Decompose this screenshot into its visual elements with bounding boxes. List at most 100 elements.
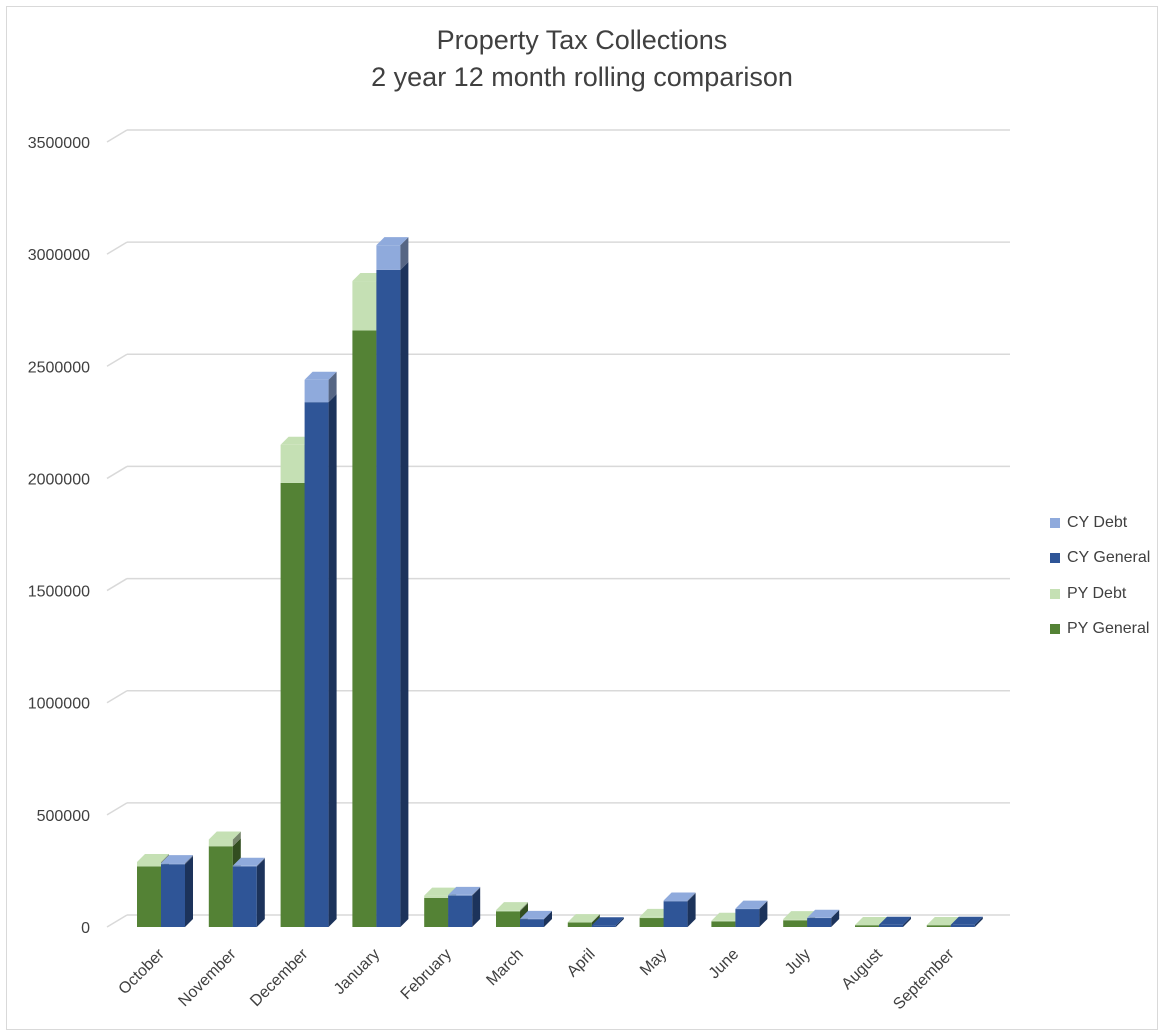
bar-py-debt — [496, 910, 520, 912]
bar-side — [759, 900, 768, 910]
x-tick-label: September — [890, 945, 958, 1013]
bar-top — [783, 911, 816, 920]
bar-side — [256, 858, 265, 927]
legend-item: PY General — [1050, 612, 1150, 648]
y-tick-label: 3000000 — [28, 247, 90, 264]
x-tick-label: April — [564, 946, 599, 981]
bar-cy-general — [520, 919, 544, 927]
bar-py-general — [280, 482, 305, 927]
bar-py-general — [496, 911, 520, 927]
bar-top — [448, 886, 481, 895]
gridline-depth — [106, 802, 128, 816]
bar-cy-debt — [232, 865, 257, 867]
x-tick-label: August — [839, 945, 887, 993]
bar-py-general — [855, 925, 879, 927]
bar-side — [185, 855, 193, 865]
y-tick-label: 500000 — [37, 808, 90, 825]
x-tick-label: November — [175, 945, 240, 1010]
bar-py-debt — [352, 281, 377, 331]
legend-swatch — [1050, 588, 1060, 599]
bar-py-general — [567, 922, 592, 927]
legend-label: CY General — [1067, 549, 1151, 567]
bar-py-debt — [639, 916, 664, 919]
bar-cy-debt — [448, 894, 473, 896]
legend-label: PY Debt — [1067, 584, 1127, 602]
bar-py-debt — [424, 895, 449, 898]
bar-top — [663, 892, 696, 901]
bar-side — [472, 886, 481, 896]
bar-py-general — [137, 866, 161, 927]
x-tick-label: June — [706, 946, 743, 983]
bar-top — [926, 916, 959, 925]
bar-cy-debt — [376, 245, 401, 270]
bar-top — [496, 902, 528, 911]
bar-side — [759, 901, 768, 927]
bar-side — [520, 902, 528, 912]
bar-py-general — [711, 921, 736, 927]
bar-side — [328, 371, 337, 403]
x-tick-label: March — [483, 946, 526, 989]
bar-py-debt — [280, 444, 305, 483]
bar-side — [591, 914, 600, 923]
gridline-depth — [106, 241, 128, 255]
bar-py-general — [926, 925, 951, 927]
bar-side — [687, 893, 696, 927]
bar-py-debt — [137, 861, 161, 867]
gridline-depth — [106, 465, 128, 480]
bar-top — [807, 909, 840, 918]
bar-cy-debt — [663, 900, 688, 902]
bar-py-debt — [783, 919, 808, 921]
y-tick-label: 2000000 — [28, 471, 90, 488]
chart-subtitle: 2 year 12 month rolling comparison — [371, 62, 793, 92]
bar-cy-debt — [304, 379, 329, 403]
bar-side — [615, 917, 624, 927]
legend-swatch — [1050, 517, 1060, 528]
bar-side — [544, 910, 552, 920]
x-tick-label: July — [782, 946, 814, 978]
bar-cy-general — [735, 909, 760, 927]
gridline-depth — [106, 353, 128, 367]
bar-top — [232, 857, 265, 866]
bar-side — [687, 892, 696, 902]
bar-side — [232, 831, 241, 847]
x-tick-label: December — [247, 945, 312, 1010]
bar-py-debt — [711, 920, 736, 922]
y-tick-label: 0 — [81, 920, 90, 937]
bar-side — [328, 394, 337, 928]
legend-label: CY Debt — [1067, 513, 1128, 531]
bar-top — [735, 900, 768, 909]
x-tick-label: May — [637, 946, 670, 979]
bar-cy-general — [591, 925, 616, 927]
bar-cy-general — [663, 901, 688, 927]
bar-py-general — [208, 846, 233, 927]
bar-side — [831, 909, 840, 919]
bar-cy-general — [807, 918, 832, 927]
bar-side — [400, 237, 409, 270]
bar-side — [472, 887, 481, 927]
bar-py-general — [352, 330, 377, 927]
bar-cy-general — [448, 895, 473, 927]
bar-side — [256, 857, 265, 867]
y-tick-label: 1500000 — [28, 584, 90, 601]
bar-top — [161, 855, 193, 864]
gridline-depth — [106, 129, 128, 143]
bar-side — [831, 910, 840, 927]
bar-cy-debt — [161, 863, 185, 865]
bar-side — [185, 856, 193, 927]
bar-py-debt — [208, 839, 233, 847]
bar-top — [950, 916, 983, 925]
bar-top — [879, 916, 911, 925]
x-tick-label: October — [116, 945, 169, 998]
gridline-depth — [106, 577, 128, 592]
legend-swatch — [1050, 624, 1060, 635]
bar-side — [400, 261, 409, 927]
bar-top — [376, 237, 409, 246]
bar-top — [855, 916, 887, 925]
bar-cy-general — [950, 924, 975, 927]
legend-item: CY Debt — [1050, 505, 1150, 541]
bar-side — [903, 916, 911, 927]
bar-top — [304, 371, 337, 380]
gridline-depth — [106, 690, 128, 704]
bar-top — [567, 914, 600, 923]
